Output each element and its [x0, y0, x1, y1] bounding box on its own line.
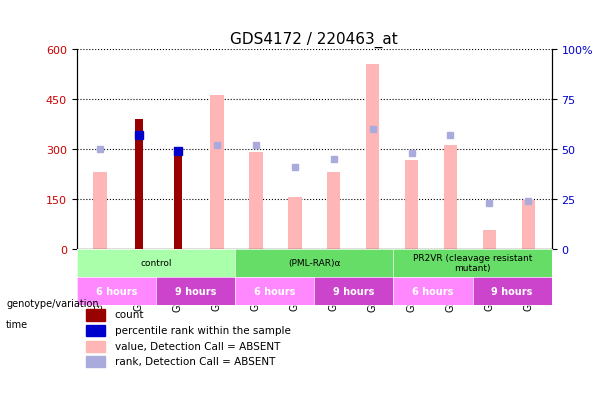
Text: (PML-RAR)α: (PML-RAR)α — [288, 259, 340, 268]
Text: 9 hours: 9 hours — [175, 286, 216, 296]
Bar — [86, 356, 105, 368]
Text: control: control — [140, 259, 172, 268]
Text: 9 hours: 9 hours — [492, 286, 533, 296]
Bar — [93, 173, 107, 249]
Bar — [522, 201, 535, 249]
Bar — [173, 153, 182, 249]
Bar — [482, 231, 496, 249]
Text: count: count — [115, 310, 144, 320]
Text: 6 hours: 6 hours — [96, 286, 137, 296]
Text: genotype/variation: genotype/variation — [6, 299, 99, 309]
Bar — [86, 341, 105, 352]
Text: rank, Detection Call = ABSENT: rank, Detection Call = ABSENT — [115, 356, 275, 366]
Text: value, Detection Call = ABSENT: value, Detection Call = ABSENT — [115, 341, 280, 351]
Text: PR2VR (cleavage resistant
mutant): PR2VR (cleavage resistant mutant) — [413, 254, 532, 273]
Bar — [366, 64, 379, 249]
Bar — [86, 310, 105, 321]
Bar — [444, 146, 457, 249]
Text: percentile rank within the sample: percentile rank within the sample — [115, 325, 291, 335]
Bar — [288, 197, 302, 249]
Title: GDS4172 / 220463_at: GDS4172 / 220463_at — [230, 32, 398, 48]
Text: 9 hours: 9 hours — [333, 286, 375, 296]
Bar — [405, 161, 418, 249]
Bar — [135, 119, 143, 249]
Bar — [249, 153, 262, 249]
Text: 6 hours: 6 hours — [254, 286, 295, 296]
Text: time: time — [6, 319, 28, 329]
Bar — [210, 96, 224, 249]
Text: 6 hours: 6 hours — [413, 286, 454, 296]
Bar — [327, 173, 340, 249]
Bar — [86, 325, 105, 337]
